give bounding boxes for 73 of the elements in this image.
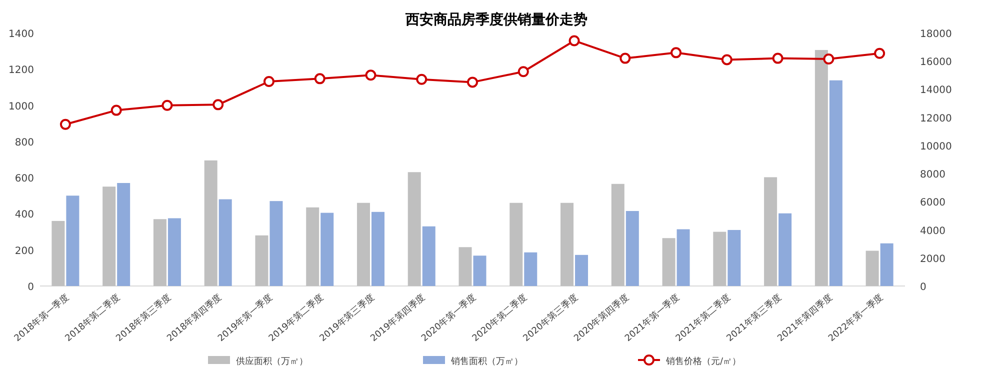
- point: [263, 76, 274, 87]
- bar: [764, 177, 778, 286]
- bar: [829, 80, 842, 286]
- point: [314, 73, 326, 84]
- y-tick-label: 1200: [8, 65, 34, 76]
- y2-tick-label: 18000: [920, 29, 952, 40]
- point: [212, 99, 224, 110]
- point: [772, 52, 784, 64]
- legend-label: 供应面积（万㎡）: [236, 356, 308, 367]
- point: [467, 76, 478, 88]
- y-tick-label: 800: [14, 137, 34, 148]
- y-tick-label: 200: [14, 246, 34, 257]
- bar: [575, 254, 588, 286]
- point: [670, 47, 682, 58]
- bar: [880, 243, 894, 286]
- bar: [611, 184, 624, 286]
- legend-label: 销售价格（元/㎡）: [665, 356, 742, 367]
- bar: [473, 256, 486, 286]
- bar: [371, 212, 384, 286]
- point: [568, 35, 580, 46]
- bar: [270, 201, 283, 286]
- point: [416, 74, 428, 85]
- bar: [510, 202, 523, 286]
- point: [60, 118, 71, 130]
- bar: [662, 238, 676, 286]
- bar: [408, 172, 421, 286]
- point: [823, 54, 834, 65]
- bar: [168, 218, 181, 286]
- bar: [626, 211, 639, 286]
- y2-tick-label: 12000: [920, 113, 952, 124]
- bar: [728, 230, 741, 286]
- bar: [102, 186, 116, 286]
- bar: [814, 50, 828, 286]
- bar: [356, 202, 370, 286]
- y2-tick-label: 2000: [920, 254, 946, 265]
- bar: [52, 220, 65, 286]
- point: [365, 70, 376, 81]
- y2-tick-label: 8000: [920, 170, 946, 181]
- y2-tick-label: 14000: [920, 85, 952, 96]
- bar: [458, 247, 472, 286]
- bar: [66, 196, 80, 286]
- y2-tick-label: 16000: [920, 57, 952, 68]
- bar: [255, 235, 268, 286]
- y-tick-label: 400: [14, 210, 34, 221]
- bar: [524, 252, 538, 286]
- bar: [778, 213, 792, 286]
- y2-tick-label: 10000: [920, 141, 952, 152]
- bar: [320, 212, 334, 286]
- y-tick-label: 1400: [8, 29, 34, 40]
- bar: [117, 182, 130, 286]
- bar: [560, 202, 574, 286]
- y-tick-label: 0: [28, 282, 34, 293]
- bar: [306, 207, 320, 286]
- y2-tick-label: 0: [920, 282, 926, 293]
- bar: [204, 160, 218, 286]
- bar: [218, 199, 232, 286]
- legend-label: 销售面积（万㎡）: [450, 356, 523, 367]
- y-tick-label: 600: [14, 174, 34, 185]
- point: [110, 104, 122, 116]
- chart-title: 西安商品房季度供销量价走势: [404, 11, 588, 28]
- bar: [866, 250, 879, 286]
- y2-tick-label: 6000: [920, 198, 946, 209]
- point: [874, 48, 886, 59]
- point: [721, 54, 732, 66]
- bar: [676, 229, 690, 286]
- bar: [713, 232, 726, 286]
- point: [620, 52, 631, 64]
- y2-tick-label: 4000: [920, 226, 946, 237]
- point: [162, 100, 173, 111]
- point: [518, 66, 529, 78]
- bar: [422, 226, 436, 286]
- y-tick-label: 1000: [8, 101, 34, 112]
- bar: [153, 219, 166, 286]
